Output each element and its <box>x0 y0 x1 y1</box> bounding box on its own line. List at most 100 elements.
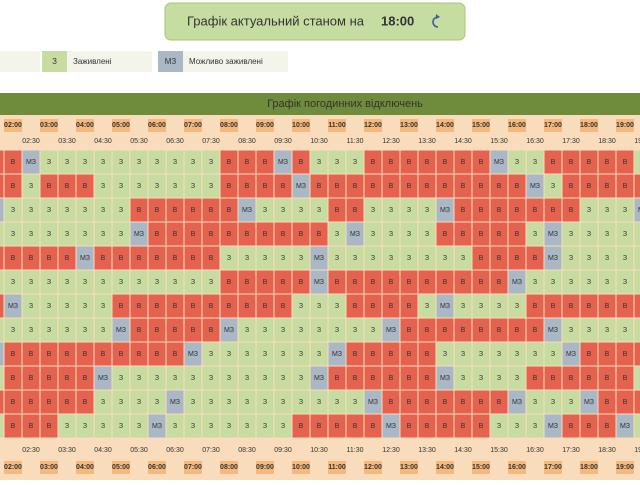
cell-status: В <box>497 255 502 262</box>
cell-status: МЗ <box>368 399 378 406</box>
cell-status: З <box>605 231 609 238</box>
cell-status: З <box>155 159 159 166</box>
column-header: 17:30 <box>562 138 580 145</box>
cell-status: В <box>425 183 430 190</box>
cell-status: В <box>497 399 502 406</box>
cell-status: МЗ <box>116 327 126 334</box>
cell-status: МЗ <box>188 351 198 358</box>
cell-status: В <box>65 351 70 358</box>
cell-status: В <box>515 255 520 262</box>
cell-status: В <box>173 207 178 214</box>
cell-status: В <box>119 303 124 310</box>
cell-status: В <box>317 231 322 238</box>
cell-status: В <box>407 351 412 358</box>
cell-status: В <box>101 351 106 358</box>
column-header: 10:00 <box>292 122 310 129</box>
cell-status: З <box>101 231 105 238</box>
cell-status: В <box>407 423 412 430</box>
cell-status: З <box>155 279 159 286</box>
cell-status: В <box>605 399 610 406</box>
cell-status: В <box>551 375 556 382</box>
cell-status: З <box>101 159 105 166</box>
column-header: 14:30 <box>454 138 472 145</box>
cell-status: З <box>335 303 339 310</box>
cell-status: З <box>191 183 195 190</box>
cell-status: В <box>191 255 196 262</box>
column-header: 11:30 <box>347 138 364 145</box>
cell-status: З <box>137 375 141 382</box>
cell-status: В <box>389 159 394 166</box>
cell-status: В <box>497 207 502 214</box>
cell-status: МЗ <box>152 423 162 430</box>
cell-status: З <box>227 399 231 406</box>
cell-status: З <box>533 279 537 286</box>
column-header: 16:00 <box>508 122 526 129</box>
cell-status: З <box>209 375 213 382</box>
cell-status: В <box>245 303 250 310</box>
cell-status: МЗ <box>386 327 396 334</box>
cell-status: З <box>65 423 69 430</box>
cell-status: З <box>47 159 51 166</box>
cell-status: В <box>569 207 574 214</box>
cell-status: З <box>155 183 159 190</box>
cell-status: В <box>227 207 232 214</box>
cell-status: МЗ <box>296 183 306 190</box>
cell-status: З <box>515 375 519 382</box>
column-footer: 08:30 <box>238 447 256 454</box>
column-footer: 18:30 <box>598 447 616 454</box>
cell-status: МЗ <box>224 327 234 334</box>
cell-status: В <box>209 303 214 310</box>
column-footer: 09:00 <box>256 464 274 471</box>
cell-status: З <box>335 231 339 238</box>
cell-status: З <box>623 279 627 286</box>
cell-status: В <box>569 375 574 382</box>
cell-status: З <box>29 327 33 334</box>
cell-status: В <box>551 207 556 214</box>
cell-status: З <box>371 231 375 238</box>
cell-status: В <box>587 351 592 358</box>
cell-status: З <box>515 351 519 358</box>
cell-status: З <box>245 351 249 358</box>
cell-status: З <box>569 279 573 286</box>
cell-status: З <box>551 399 555 406</box>
column-header: 19:00 <box>616 122 634 129</box>
cell-status: З <box>263 399 267 406</box>
cell-status: В <box>137 327 142 334</box>
cell-status: В <box>443 327 448 334</box>
cell-status: З <box>515 303 519 310</box>
cell-status: З <box>11 231 15 238</box>
cell-status: З <box>101 423 105 430</box>
cell-status: З <box>515 159 519 166</box>
cell-status: З <box>83 159 87 166</box>
cell-status: З <box>11 327 15 334</box>
cell-status: В <box>83 375 88 382</box>
column-header: 10:30 <box>310 138 328 145</box>
cell-status: В <box>533 303 538 310</box>
cell-status: З <box>533 399 537 406</box>
cell-status: В <box>191 207 196 214</box>
cell-status: З <box>335 255 339 262</box>
cell-status: В <box>443 423 448 430</box>
cell-status: З <box>281 351 285 358</box>
cell-status: З <box>551 279 555 286</box>
cell-status: В <box>83 183 88 190</box>
cell-status: МЗ <box>332 351 342 358</box>
cell-status: В <box>47 255 52 262</box>
cell-status: З <box>137 279 141 286</box>
column-footer: 08:00 <box>220 464 238 471</box>
cell-status: З <box>407 207 411 214</box>
cell-status: З <box>299 207 303 214</box>
cell-status: З <box>29 279 33 286</box>
cell-status: В <box>101 255 106 262</box>
cell-status: З <box>47 303 51 310</box>
cell-status: З <box>407 231 411 238</box>
cell-status: З <box>425 255 429 262</box>
cell-status: З <box>83 423 87 430</box>
column-header: 06:00 <box>148 122 166 129</box>
cell-status: В <box>29 351 34 358</box>
cell-status: З <box>623 231 627 238</box>
cell-status: МЗ <box>134 231 144 238</box>
cell-status: В <box>479 159 484 166</box>
cell-status: В <box>587 159 592 166</box>
cell-status: З <box>209 279 213 286</box>
